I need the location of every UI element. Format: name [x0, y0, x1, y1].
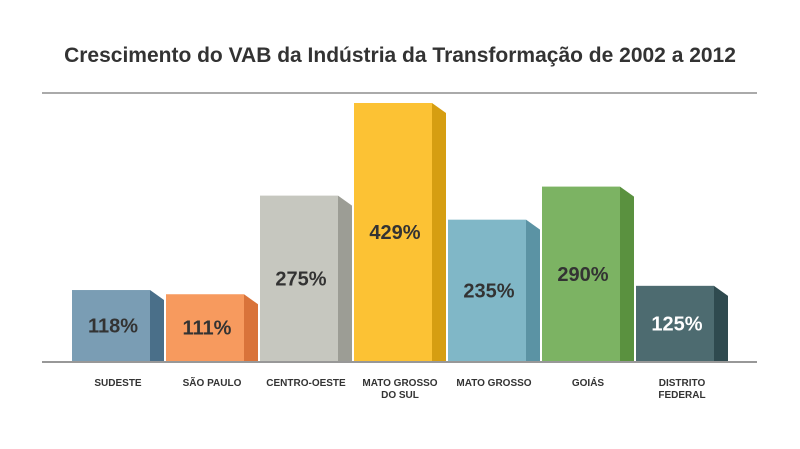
x-tick-label: MATO GROSSO [456, 378, 531, 389]
bar-front [542, 186, 620, 361]
bar-front [166, 294, 244, 361]
x-tick-label: SÃO PAULO [183, 376, 242, 389]
x-tick-label: CENTRO-OESTE [266, 378, 346, 389]
data-label: 235% [463, 280, 514, 302]
x-tick-label: GOIÁS [572, 376, 605, 389]
x-tick-label: MATO GROSSO DO SUL [362, 378, 437, 401]
bar [542, 186, 634, 361]
bar-side [526, 219, 540, 361]
data-label: 290% [557, 264, 608, 286]
data-label: 275% [275, 268, 326, 290]
bar [448, 219, 540, 361]
bar-front [448, 219, 526, 361]
bar-front [72, 290, 150, 361]
bar-side [338, 195, 352, 361]
bar-front [260, 195, 338, 361]
x-tick-label: DISTRITO FEDERAL [658, 378, 705, 401]
bar [72, 290, 164, 361]
bar-side [620, 186, 634, 361]
chart-title: Crescimento do VAB da Indústria da Trans… [64, 44, 736, 67]
bar [354, 103, 446, 361]
data-label: 111% [183, 318, 232, 340]
bar [166, 294, 258, 361]
data-label: 118% [88, 316, 138, 338]
bar-side [714, 285, 728, 361]
data-label: 125% [651, 313, 702, 335]
bar-front [354, 103, 432, 361]
bar-side [432, 103, 446, 361]
bar [260, 195, 352, 361]
bar [636, 285, 728, 361]
bar-front [636, 285, 714, 361]
bar-side [244, 294, 258, 361]
data-label: 429% [369, 222, 420, 244]
bar-side [150, 290, 164, 361]
x-tick-label: SUDESTE [94, 378, 142, 389]
